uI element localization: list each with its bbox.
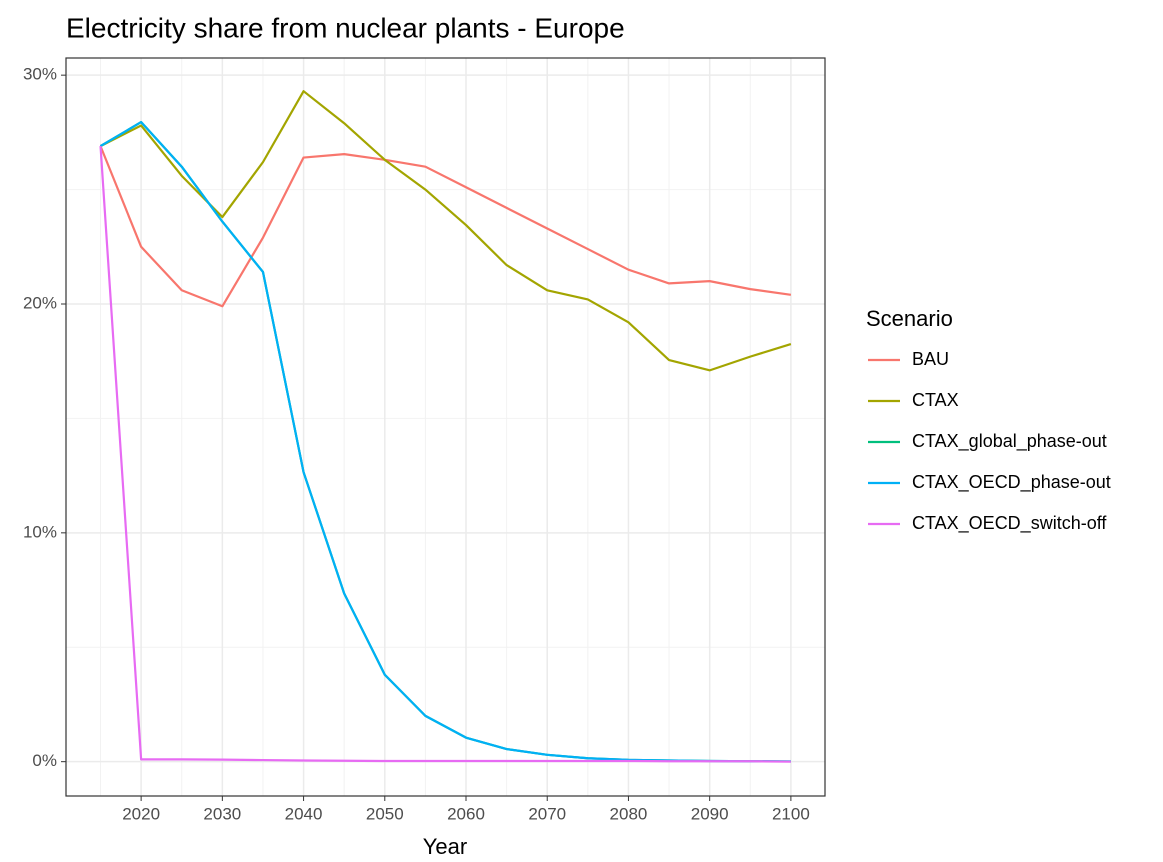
x-tick-label: 2100 <box>772 804 810 823</box>
y-tick-label: 0% <box>32 751 57 770</box>
x-tick-label: 2050 <box>366 804 404 823</box>
y-tick-label: 30% <box>23 65 57 84</box>
x-tick-label: 2060 <box>447 804 485 823</box>
x-tick-label: 2030 <box>203 804 241 823</box>
y-tick-label: 10% <box>23 522 57 541</box>
series-line <box>99 146 791 763</box>
plot-background <box>66 58 825 796</box>
y-tick-label: 20% <box>23 293 57 312</box>
x-tick-label: 2090 <box>691 804 729 823</box>
chart-title: Electricity share from nuclear plants - … <box>66 12 625 43</box>
series-line <box>100 90 792 372</box>
legend-label: CTAX_global_phase-out <box>912 431 1107 452</box>
x-axis-label: Year <box>423 834 467 859</box>
x-tick-label: 2040 <box>285 804 323 823</box>
series-line <box>99 145 792 308</box>
x-tick-label: 2020 <box>122 804 160 823</box>
x-tick-label: 2070 <box>528 804 566 823</box>
legend-label: BAU <box>912 349 949 369</box>
legend-title: Scenario <box>866 306 953 331</box>
legend-label: CTAX_OECD_switch-off <box>912 513 1107 534</box>
plot-border <box>65 57 826 797</box>
legend-label: CTAX <box>912 390 959 410</box>
legend-label: CTAX_OECD_phase-out <box>912 472 1111 493</box>
x-tick-label: 2080 <box>610 804 648 823</box>
